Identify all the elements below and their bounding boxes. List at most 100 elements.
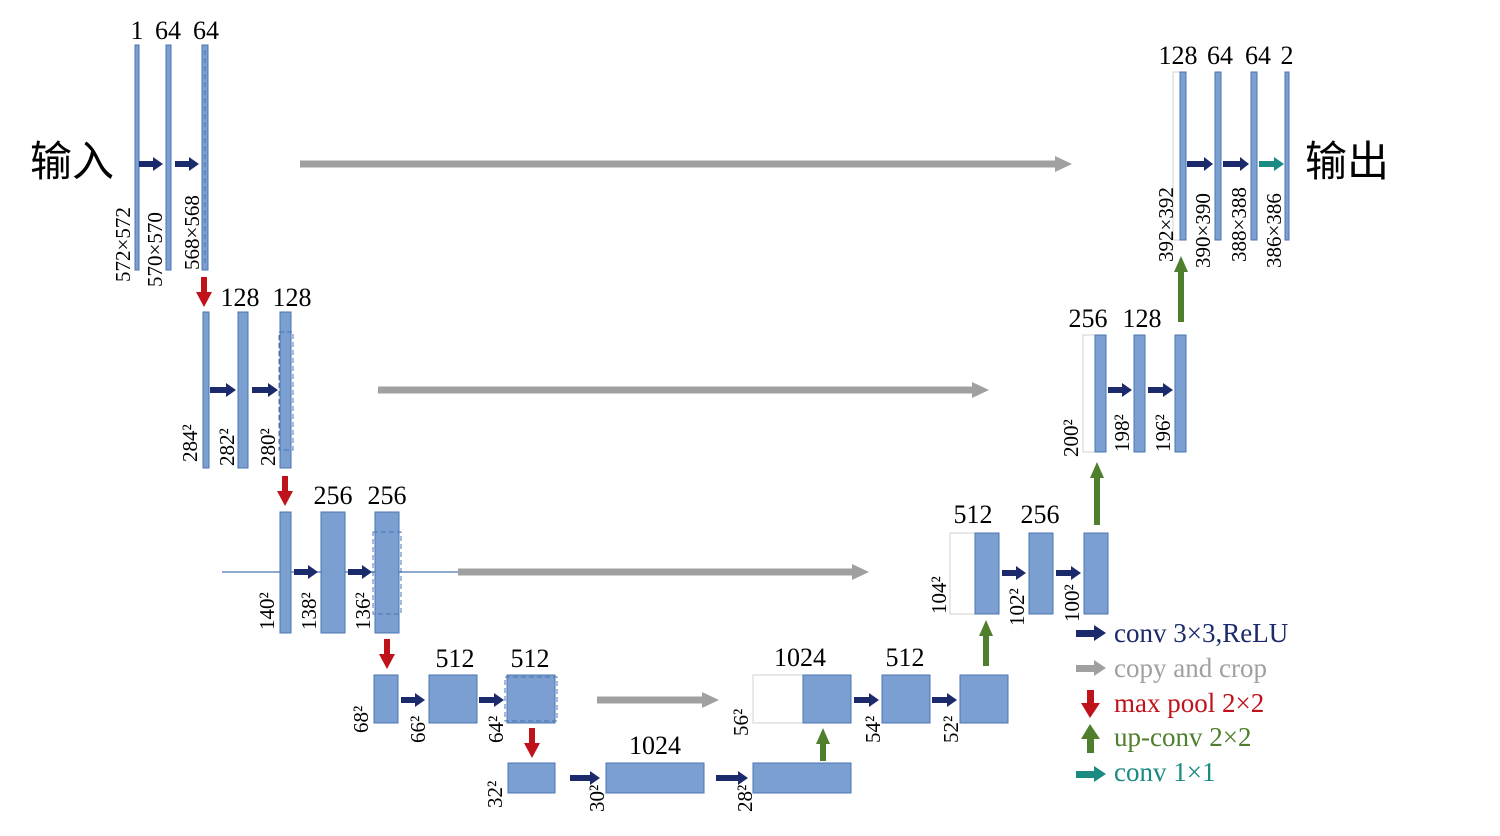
channel-label: 256 <box>1021 500 1060 529</box>
feature-map-block <box>374 511 400 634</box>
size-label: 56² <box>729 709 753 736</box>
encoder-level-4: 512 512 68² 66² 64² <box>349 644 558 743</box>
conv-arrow <box>1223 157 1249 171</box>
size-label: 392×392 <box>1154 187 1178 262</box>
feature-map-block <box>974 532 1000 615</box>
copy-and-crop-arrow <box>300 156 1072 172</box>
channel-label: 64 <box>155 16 181 45</box>
feature-map-block <box>802 674 852 724</box>
legend-label: up-conv 2×2 <box>1114 722 1251 752</box>
max-pool-arrow <box>524 728 540 758</box>
encoder-level-2: 128 128 284² 282² 280² <box>178 283 312 469</box>
legend-item-copy: copy and crop <box>1076 653 1267 683</box>
legend: conv 3×3,ReLU copy and crop max pool 2×2… <box>1076 618 1288 787</box>
copy-and-crop-arrow <box>597 692 719 708</box>
size-label: 570×570 <box>143 212 167 287</box>
size-label: 68² <box>349 706 373 733</box>
legend-item-upconv: up-conv 2×2 <box>1081 722 1251 753</box>
channel-label: 512 <box>436 644 475 673</box>
feature-map-block <box>373 674 399 724</box>
channel-label: 512 <box>511 644 550 673</box>
feature-map-block <box>279 511 292 634</box>
up-conv-arrows <box>816 256 1188 761</box>
size-label: 390×390 <box>1191 193 1215 268</box>
conv-arrow <box>716 771 748 785</box>
feature-map-block <box>428 674 478 724</box>
feature-map-block <box>1028 532 1054 615</box>
channel-label: 128 <box>1159 41 1198 70</box>
size-label: 54² <box>861 716 885 743</box>
conv-arrow <box>252 383 278 397</box>
up-arrow-icon <box>1081 724 1100 753</box>
feature-map-block <box>959 674 1009 724</box>
size-label: 30² <box>585 785 609 812</box>
conv-arrow <box>1108 383 1132 397</box>
down-arrow-icon <box>1081 690 1100 718</box>
feature-map-block <box>202 311 210 469</box>
size-label: 572×572 <box>111 207 135 282</box>
conv-arrow <box>1056 566 1081 580</box>
channel-label: 1 <box>131 16 144 45</box>
size-label: 196² <box>1151 414 1175 452</box>
feature-map-block <box>320 511 346 634</box>
size-label: 32² <box>483 781 507 808</box>
conv-arrow <box>1187 157 1213 171</box>
size-label: 284² <box>178 424 202 462</box>
channel-label: 512 <box>886 643 925 672</box>
size-label: 282² <box>215 428 239 466</box>
conv-arrow <box>175 157 199 171</box>
legend-item-conv1x1: conv 1×1 <box>1076 757 1215 787</box>
legend-label: conv 3×3,ReLU <box>1114 618 1288 648</box>
size-label: 102² <box>1005 588 1029 626</box>
channel-label: 1024 <box>774 643 826 672</box>
up-conv-arrow <box>979 620 993 666</box>
size-label: 388×388 <box>1227 187 1251 262</box>
max-pool-arrow <box>379 639 395 669</box>
feature-map-block <box>605 762 705 794</box>
channel-label: 256 <box>1069 304 1108 333</box>
legend-item-conv: conv 3×3,ReLU <box>1076 618 1288 648</box>
channel-label: 1024 <box>629 731 681 760</box>
conv-arrow <box>348 565 372 579</box>
right-arrow-icon <box>1076 660 1106 676</box>
channel-label: 128 <box>221 283 260 312</box>
size-label: 52² <box>939 716 963 743</box>
decoder-level-3: 512 256 104² 102² 100² <box>927 500 1109 626</box>
channel-label: 256 <box>368 481 407 510</box>
feature-map-block <box>1174 334 1187 453</box>
decoder-level-1: 128 64 64 2 392×392 390×390 388×388 386×… <box>1154 41 1294 268</box>
feature-map-block <box>1083 532 1109 615</box>
up-conv-arrow <box>1090 462 1104 525</box>
copy-and-crop-arrow <box>458 564 869 580</box>
output-label: 输出 <box>1305 140 1389 186</box>
encoder-level-1: 1 64 64 572×572 570×570 568×568 <box>111 16 219 287</box>
feature-map-block <box>1214 71 1222 241</box>
copied-feature-map <box>1082 334 1096 453</box>
channel-label: 128 <box>273 283 312 312</box>
size-label: 198² <box>1110 414 1134 452</box>
input-label: 输入 <box>30 140 114 186</box>
copied-feature-map <box>949 532 976 615</box>
size-label: 136² <box>351 592 375 630</box>
conv-arrow <box>479 693 504 707</box>
copy-crop-arrows <box>300 156 1072 708</box>
feature-map-block <box>134 44 140 271</box>
channel-label: 512 <box>954 500 993 529</box>
conv-arrow <box>932 693 957 707</box>
legend-item-pool: max pool 2×2 <box>1081 688 1264 718</box>
feature-map-block <box>165 44 172 271</box>
channel-label: 128 <box>1123 304 1162 333</box>
size-label: 280² <box>256 428 280 466</box>
conv-arrow <box>401 693 425 707</box>
right-arrow-icon <box>1076 766 1106 782</box>
size-label: 200² <box>1059 419 1083 457</box>
bottleneck-level: 1024 32² 30² 28² <box>483 731 852 812</box>
legend-label: max pool 2×2 <box>1114 688 1264 718</box>
right-arrow-icon <box>1076 625 1106 641</box>
channel-label: 64 <box>1245 41 1271 70</box>
size-label: 64² <box>484 716 508 743</box>
max-pool-arrow <box>196 277 212 307</box>
crop-region-marker <box>504 676 558 722</box>
feature-map-block <box>507 762 556 794</box>
